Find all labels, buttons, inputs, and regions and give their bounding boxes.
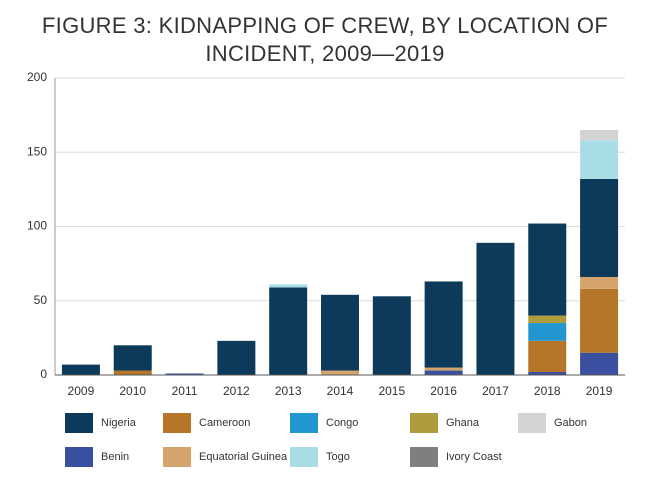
bar-segment: [528, 223, 567, 316]
bar-segment: [269, 287, 308, 375]
bar-segment: [269, 284, 308, 288]
x-tick-label: 2010: [119, 384, 146, 398]
y-tick-label: 150: [27, 144, 47, 158]
x-tick-label: 2009: [68, 384, 95, 398]
bar-segment: [580, 276, 619, 289]
legend-swatch: [65, 447, 93, 467]
bar-segment: [528, 372, 567, 375]
bar-segment: [61, 364, 100, 375]
bar-segment: [113, 345, 152, 371]
legend-label: Ivory Coast: [446, 451, 502, 463]
bar-segment: [476, 242, 515, 375]
bar-segment: [321, 370, 359, 375]
y-tick-label: 0: [40, 367, 47, 381]
bar-segment: [424, 370, 463, 375]
bar-segment: [113, 370, 152, 375]
bar-segment: [580, 140, 619, 179]
x-tick-label: 2014: [327, 384, 354, 398]
x-tick-label: 2017: [482, 384, 509, 398]
bar-segment: [528, 340, 567, 373]
chart-title: FIGURE 3: KIDNAPPING OF CREW, BY LOCATIO…: [41, 13, 609, 66]
x-tick-label: 2016: [430, 384, 457, 398]
x-tick-label: 2015: [378, 384, 405, 398]
legend-label: Benin: [101, 451, 129, 463]
legend-swatch: [410, 413, 438, 433]
legend-swatch: [163, 447, 191, 467]
bar-segment: [321, 294, 359, 371]
legend-swatch: [163, 413, 191, 433]
legend-label: Equatorial Guinea: [199, 451, 288, 463]
x-tick-label: 2019: [586, 384, 613, 398]
bar-segment: [165, 373, 204, 375]
bar-segment: [580, 352, 619, 375]
legend-label: Togo: [326, 451, 350, 463]
legend-label: Nigeria: [101, 417, 137, 429]
legend-swatch: [290, 447, 318, 467]
bar-segment: [424, 367, 463, 371]
legend-swatch: [518, 413, 546, 433]
bar-segment: [580, 178, 619, 277]
legend-label: Cameroon: [199, 417, 250, 429]
legend-swatch: [65, 413, 93, 433]
bar-segment: [217, 340, 256, 375]
y-tick-label: 200: [27, 70, 47, 84]
y-tick-label: 50: [34, 293, 48, 307]
bar-segment: [372, 296, 411, 375]
x-tick-label: 2018: [534, 384, 561, 398]
bar-segment: [580, 288, 619, 353]
legend-swatch: [290, 413, 318, 433]
bar-segment: [580, 129, 619, 141]
legend-label: Gabon: [554, 417, 587, 429]
bar-segment: [528, 315, 567, 324]
legend-label: Congo: [326, 417, 358, 429]
legend-label: Ghana: [446, 417, 480, 429]
bar-segment: [424, 281, 463, 368]
x-tick-label: 2011: [172, 384, 198, 398]
x-tick-label: 2013: [275, 384, 302, 398]
bar-segment: [528, 323, 567, 341]
legend-swatch: [410, 447, 438, 467]
x-tick-label: 2012: [223, 384, 250, 398]
y-tick-label: 100: [27, 219, 47, 233]
